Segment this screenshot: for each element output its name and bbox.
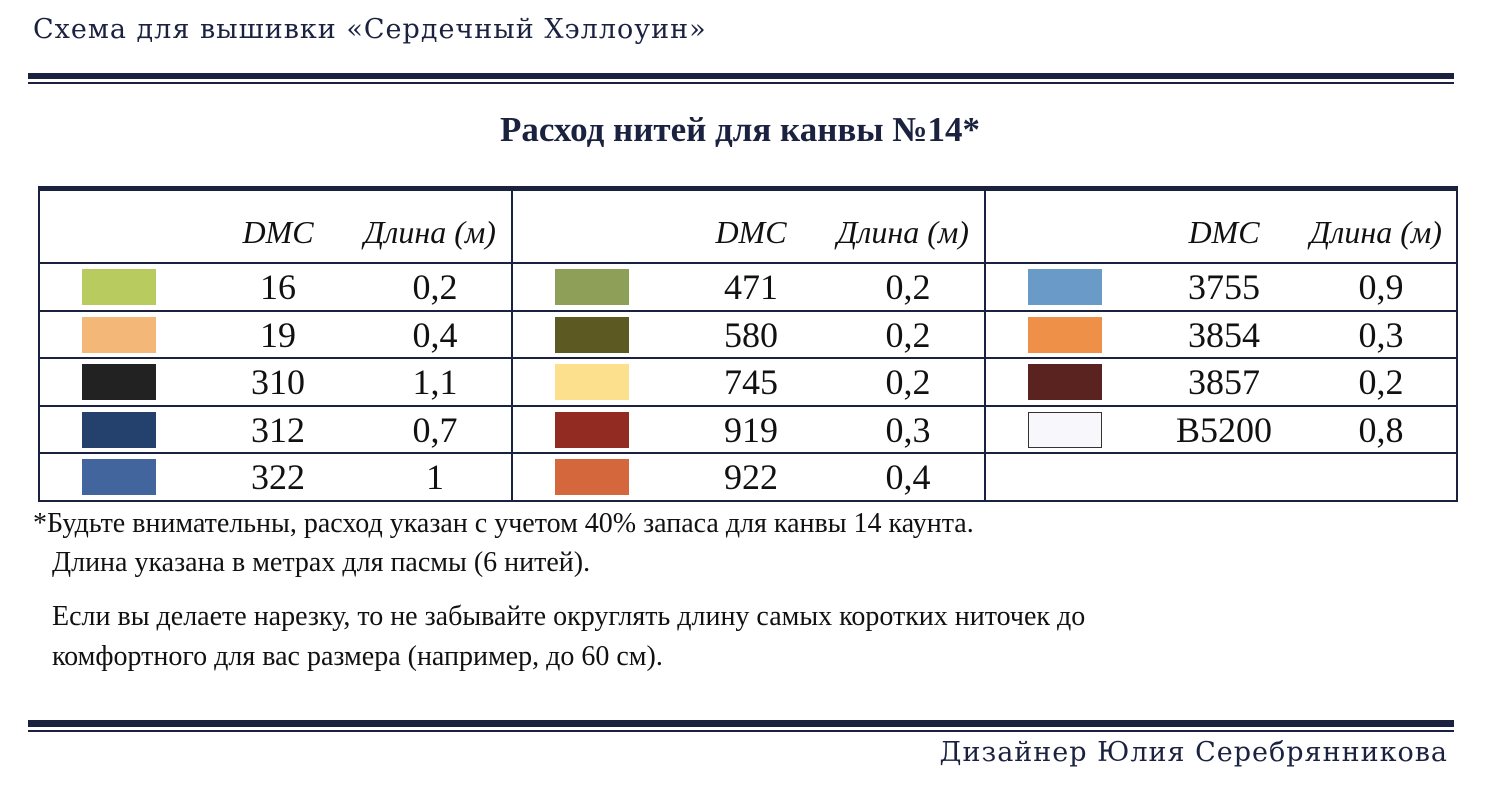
swatch [555,316,629,353]
dmc-code: 310 [251,362,305,402]
length: 0,8 [1358,409,1404,450]
swatch [82,364,156,400]
swatch [1028,316,1102,353]
swatch [82,411,156,448]
dmc-code: 3857 [1188,362,1260,402]
dmc-code: 922 [724,457,778,497]
swatch [1028,269,1102,305]
length: 0,9 [1358,267,1404,307]
row-line [40,404,1456,407]
dmc-code: 3755 [1188,267,1260,307]
dmc-code: 19 [260,314,296,355]
length: 0,7 [412,409,458,450]
header-cell: DMC [242,214,314,250]
rule [28,73,1454,79]
swatch [82,269,156,305]
header-cell: Длина (м) [1310,214,1442,250]
dmc-code: 322 [251,457,305,497]
row-line [40,262,1456,264]
swatch [82,459,156,495]
section-title: Расход нитей для канвы №14* [499,110,981,149]
row-line [40,309,1456,312]
swatch [555,364,629,400]
header-cell: DMC [715,214,787,250]
length: 0,2 [412,267,458,307]
length: 1 [426,457,444,497]
note: комфортного для вас размера (например, д… [52,641,663,672]
note: *Будьте внимательны, расход указан с уче… [33,508,974,539]
length: 0,4 [412,314,458,355]
length: 0,2 [885,267,931,307]
column-line [984,191,986,500]
length: 0,3 [885,409,931,450]
length: 1,1 [412,362,458,402]
dmc-code: 580 [724,314,778,355]
swatch [82,316,156,353]
dmc-code: 745 [724,362,778,402]
header-cell: Длина (м) [837,214,969,250]
length: 0,3 [1358,314,1404,355]
length: 0,2 [885,362,931,402]
note: Если вы делаете нарезку, то не забывайте… [52,601,1086,632]
swatch [1028,364,1102,400]
dmc-code: 919 [724,409,778,450]
swatch [555,411,629,448]
doc-title: Схема для вышивки «Сердечный Хэллоуин» [33,14,707,45]
column-line [511,191,513,500]
note: Длина указана в метрах для пасмы (6 ните… [52,547,591,578]
thread-table: DMC Длина (м) 16 0,2 19 0,4 310 1,1 312 0,7 322 1 DM… [38,186,1458,502]
length: 0,4 [885,457,931,497]
header-cell: DMC [1188,214,1260,250]
rule [28,730,1454,732]
length: 0,2 [1358,362,1404,402]
dmc-code: 16 [260,267,296,307]
swatch [555,269,629,305]
swatch [1028,411,1102,448]
row-line [40,357,1456,359]
swatch [555,459,629,495]
row-line [40,452,1456,454]
designer: Дизайнер Юлия Серебрянникова [939,737,1448,768]
dmc-code: 312 [251,409,305,450]
header-cell: Длина (м) [364,214,496,250]
rule [28,82,1454,84]
dmc-code: B5200 [1175,409,1272,450]
dmc-code: 471 [724,267,778,307]
rule [28,720,1454,727]
dmc-code: 3854 [1188,314,1260,355]
length: 0,2 [885,314,931,355]
